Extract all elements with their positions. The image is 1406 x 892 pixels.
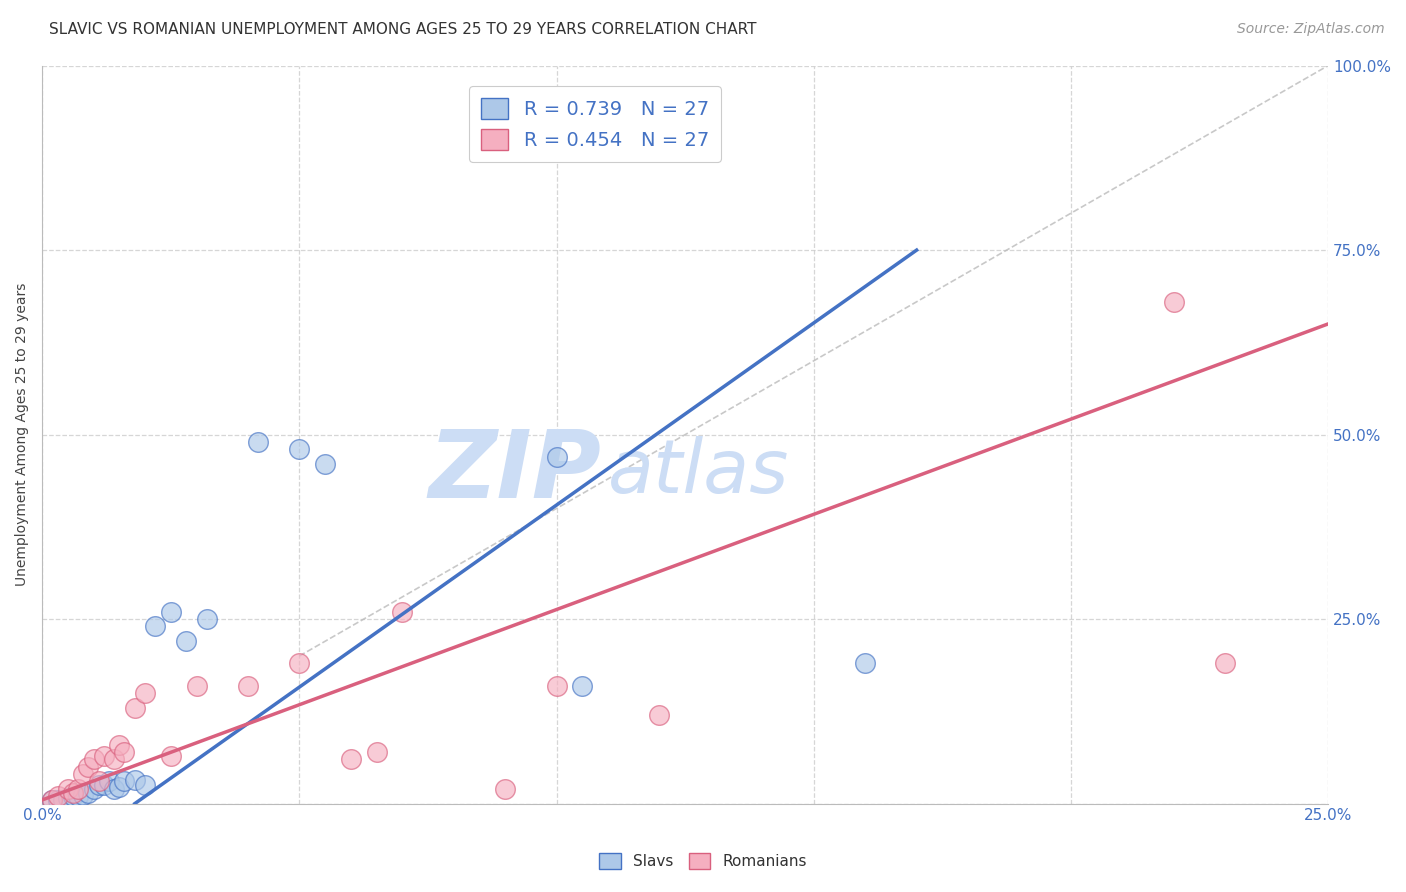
Point <box>159 748 181 763</box>
Point <box>546 450 568 464</box>
Point <box>648 708 671 723</box>
Point <box>366 745 388 759</box>
Point <box>288 657 311 671</box>
Text: atlas: atlas <box>607 435 789 508</box>
Point <box>494 781 516 796</box>
Legend: R = 0.739   N = 27, R = 0.454   N = 27: R = 0.739 N = 27, R = 0.454 N = 27 <box>470 87 721 161</box>
Point <box>571 679 593 693</box>
Point <box>93 778 115 792</box>
Point <box>72 767 94 781</box>
Point <box>108 780 131 795</box>
Point <box>124 772 146 787</box>
Point <box>546 679 568 693</box>
Text: ZIP: ZIP <box>429 425 602 517</box>
Point <box>114 745 136 759</box>
Point <box>87 778 110 792</box>
Point <box>67 781 90 796</box>
Point <box>72 788 94 802</box>
Point <box>159 605 181 619</box>
Point <box>247 435 270 450</box>
Point <box>83 781 105 796</box>
Point <box>391 605 413 619</box>
Point <box>288 442 311 457</box>
Point <box>124 700 146 714</box>
Text: SLAVIC VS ROMANIAN UNEMPLOYMENT AMONG AGES 25 TO 29 YEARS CORRELATION CHART: SLAVIC VS ROMANIAN UNEMPLOYMENT AMONG AG… <box>49 22 756 37</box>
Point <box>1213 657 1236 671</box>
Point <box>62 786 84 800</box>
Point <box>77 786 100 800</box>
Point <box>103 781 125 796</box>
Legend: Slavs, Romanians: Slavs, Romanians <box>593 847 813 875</box>
Point <box>52 793 75 807</box>
Point <box>41 793 63 807</box>
Point <box>46 789 69 804</box>
Text: Source: ZipAtlas.com: Source: ZipAtlas.com <box>1237 22 1385 37</box>
Point <box>77 760 100 774</box>
Point <box>853 657 876 671</box>
Point <box>236 679 259 693</box>
Point <box>1163 294 1185 309</box>
Point <box>41 793 63 807</box>
Point <box>83 752 105 766</box>
Point <box>186 679 208 693</box>
Point <box>195 612 218 626</box>
Point <box>103 752 125 766</box>
Point <box>174 634 197 648</box>
Point <box>67 789 90 804</box>
Point <box>143 619 166 633</box>
Point <box>134 778 156 792</box>
Point <box>56 781 79 796</box>
Point <box>62 789 84 804</box>
Point <box>98 774 121 789</box>
Point <box>87 774 110 789</box>
Y-axis label: Unemployment Among Ages 25 to 29 years: Unemployment Among Ages 25 to 29 years <box>15 283 30 586</box>
Point <box>134 686 156 700</box>
Point <box>93 748 115 763</box>
Point <box>108 738 131 752</box>
Point <box>56 790 79 805</box>
Point <box>314 457 336 471</box>
Point <box>46 793 69 807</box>
Point <box>114 774 136 789</box>
Point <box>340 752 363 766</box>
